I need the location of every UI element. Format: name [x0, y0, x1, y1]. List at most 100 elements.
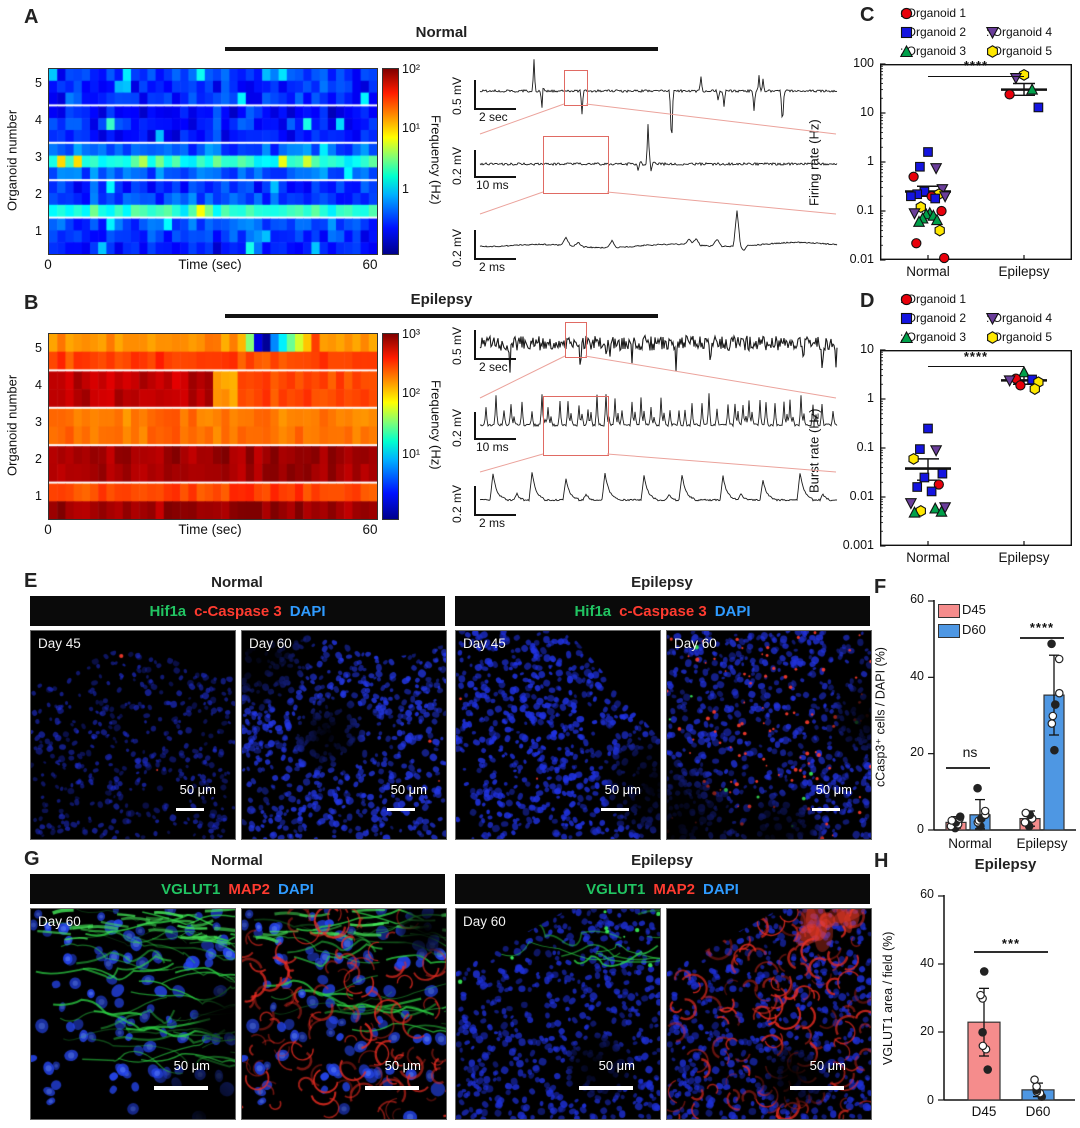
stain-ccaspase3: c-Caspase 3	[194, 602, 282, 620]
legend-item-label: : Organoid 5	[986, 330, 1053, 344]
bar-point	[1050, 745, 1059, 755]
a-ytick: 4	[35, 113, 42, 127]
stain-dapi: DAPI	[278, 880, 314, 898]
stain-hif1a: Hif1a	[574, 602, 612, 620]
legend-swatch-d45	[938, 604, 960, 618]
h-cat-d60: D60	[1025, 1104, 1051, 1119]
voltage-trace	[479, 59, 838, 134]
micrograph-e-epilepsy-d45	[455, 630, 661, 840]
panel-d-label: D	[860, 290, 875, 312]
legend-item: : Organoid 2	[900, 25, 966, 39]
hexagon-marker-icon	[987, 330, 998, 344]
micrograph-g-normal-merge	[241, 908, 447, 1120]
legend-item: : Organoid 4	[985, 25, 1052, 39]
bar-point	[1021, 808, 1031, 818]
c-cat-normal: Normal	[906, 264, 950, 279]
day-label: Day 60	[463, 914, 506, 929]
legend-swatch-d60	[938, 624, 960, 638]
vglut1-bar-chart	[938, 895, 1075, 1101]
data-point	[935, 505, 948, 517]
scale-v-label: 0.5 mV	[450, 77, 464, 116]
data-point	[933, 479, 944, 490]
b-xtick-0: 0	[44, 522, 52, 537]
day-label: Day 60	[38, 914, 81, 929]
c-ytick: 10	[860, 105, 874, 119]
plot-frame	[879, 63, 1073, 261]
h-ytick: 60	[920, 887, 934, 901]
ccasp3-bar-chart	[928, 600, 1076, 833]
scalebar	[474, 150, 516, 178]
heatmap-normal	[48, 68, 378, 255]
data-point	[1015, 380, 1026, 391]
data-point	[929, 502, 942, 514]
voltage-trace	[479, 472, 838, 502]
heatmap-epilepsy	[48, 333, 378, 520]
a-cb-tick: 10²	[402, 62, 421, 76]
stain-vglut1: VGLUT1	[161, 880, 221, 898]
scale-t-label: 2 sec	[479, 110, 508, 124]
data-point	[939, 252, 950, 264]
c-ytick: 100	[853, 56, 874, 70]
data-point	[911, 238, 922, 249]
d-cat-normal: Normal	[906, 550, 950, 565]
legend-item: : Organoid 1	[900, 292, 966, 306]
bar-point	[1055, 688, 1064, 698]
circle-marker-icon	[900, 293, 913, 305]
scalebar	[474, 80, 516, 110]
day-label: Day 45	[463, 636, 506, 651]
organoid-legend: : Organoid 1: Organoid 2: Organoid 4: Or…	[896, 292, 1080, 350]
stain-map2: MAP2	[653, 880, 696, 898]
triangle-marker-icon	[899, 330, 914, 343]
data-point	[908, 506, 921, 518]
a-ytick: 3	[35, 150, 42, 164]
f-ytick: 0	[917, 822, 924, 836]
legend-item: : Organoid 4	[985, 311, 1052, 325]
zoom-box	[543, 136, 609, 194]
legend-item: : Organoid 1	[900, 6, 966, 20]
scalebar-label: 50 μm	[604, 782, 641, 797]
scale-t-label: 10 ms	[476, 440, 509, 454]
organoid-legend: : Organoid 1 : Organoid 2 : Organoid 4 : Or…	[896, 6, 1080, 64]
scalebar-label: 50 μm	[390, 782, 427, 797]
scale-t-label: 10 ms	[476, 178, 509, 192]
c-sig: ****	[963, 58, 989, 73]
voltage-trace	[479, 210, 838, 251]
scale-v-label: 0.2 mV	[450, 409, 464, 448]
b-ytick: 2	[35, 452, 42, 466]
f-y-axis-label: cCasp3⁺ cells / DAPI (%)	[873, 647, 888, 787]
a-ytick: 2	[35, 187, 42, 201]
scale-t-label: 2 ms	[479, 516, 506, 530]
voltage-trace	[479, 124, 838, 172]
f-ytick: 40	[910, 669, 924, 683]
b-xtick-60: 60	[362, 522, 378, 537]
scalebar-50um	[601, 808, 629, 811]
f-sig-normal: ns	[962, 744, 978, 760]
a-x-axis-label: Time (sec)	[178, 257, 242, 272]
scalebar-label: 50 μm	[815, 782, 852, 797]
f-cat-epilepsy: Epilepsy	[1016, 836, 1068, 851]
data-point	[929, 163, 943, 175]
bar-point	[1048, 711, 1058, 721]
legend-label-d45: D45	[962, 602, 986, 617]
panel-a-label: A	[24, 6, 39, 28]
scale-v-label: 0.2 mV	[450, 147, 464, 186]
f-ytick: 60	[910, 592, 924, 606]
legend-item-label: : Organoid 3	[900, 44, 967, 58]
scalebar-50um	[790, 1086, 844, 1090]
bar-point	[947, 816, 957, 825]
data-point	[908, 171, 919, 182]
data-point	[938, 191, 952, 203]
a-xtick-60: 60	[362, 257, 378, 272]
zoom-box	[565, 322, 587, 358]
data-point	[912, 482, 923, 492]
d-ytick: 10	[860, 342, 874, 356]
b-ytick: 1	[35, 489, 42, 503]
bar-point	[976, 990, 985, 1000]
data-point	[923, 423, 933, 434]
b-cb-tick: 10¹	[402, 447, 421, 461]
b-x-axis-label: Time (sec)	[178, 522, 242, 537]
scalebar-50um	[365, 1086, 419, 1090]
data-point	[923, 147, 933, 157]
stain-map2: MAP2	[228, 880, 271, 898]
stain-dapi: DAPI	[289, 602, 326, 620]
